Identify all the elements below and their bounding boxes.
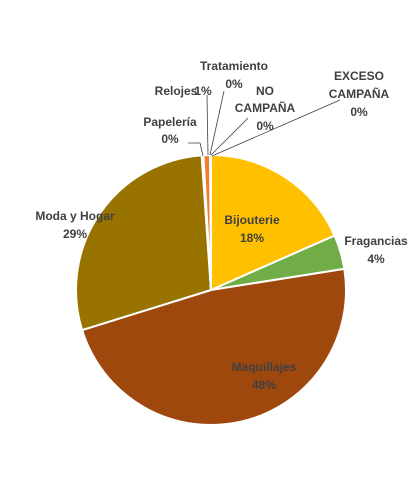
label-tratamiento-pct: 0% [225,77,243,91]
label-maquillajes-pct: 48% [252,378,276,392]
label-bijouterie-name: Bijouterie [224,213,280,227]
label-papeleria-name: Papelería [143,115,197,129]
label-tratamiento-name: Tratamiento [200,59,268,73]
label-no-campana-name-1: NO [256,84,274,98]
label-relojes-pct: 1% [194,84,212,98]
label-fragancias-pct: 4% [367,252,385,266]
leader-lines [188,90,341,157]
label-bijouterie-pct: 18% [240,231,264,245]
label-no-campana-name-2: CAMPAÑA [235,100,296,115]
label-relojes-name: Relojes [155,84,198,98]
leader-line-relojes [206,94,209,156]
data-labels: Bijouterie 18% Fragancias 4% Maquillajes… [35,59,408,392]
leader-line-papeleria [188,142,204,157]
pie-slice-moda-y-hogar [75,154,213,332]
label-fragancias-name: Fragancias [344,234,408,248]
pie-slices [75,153,347,427]
pie-slice-bijouterie [210,153,336,292]
label-exceso-campana-pct: 0% [350,105,368,119]
leader-line-tratamiento [209,90,225,156]
pie-slice-maquillajes [80,267,347,427]
label-moda-hogar-pct: 29% [63,227,87,241]
label-moda-hogar-name: Moda y Hogar [35,209,115,223]
label-exceso-campana-name-1: EXCESO [334,69,384,83]
label-papeleria-pct: 0% [161,132,179,146]
leader-line-exceso-campana [211,99,341,157]
leader-line-no-campana [210,117,249,156]
label-no-campana-pct: 0% [256,119,274,133]
label-maquillajes-name: Maquillajes [232,360,297,374]
label-exceso-campana-name-2: CAMPAÑA [329,86,390,101]
